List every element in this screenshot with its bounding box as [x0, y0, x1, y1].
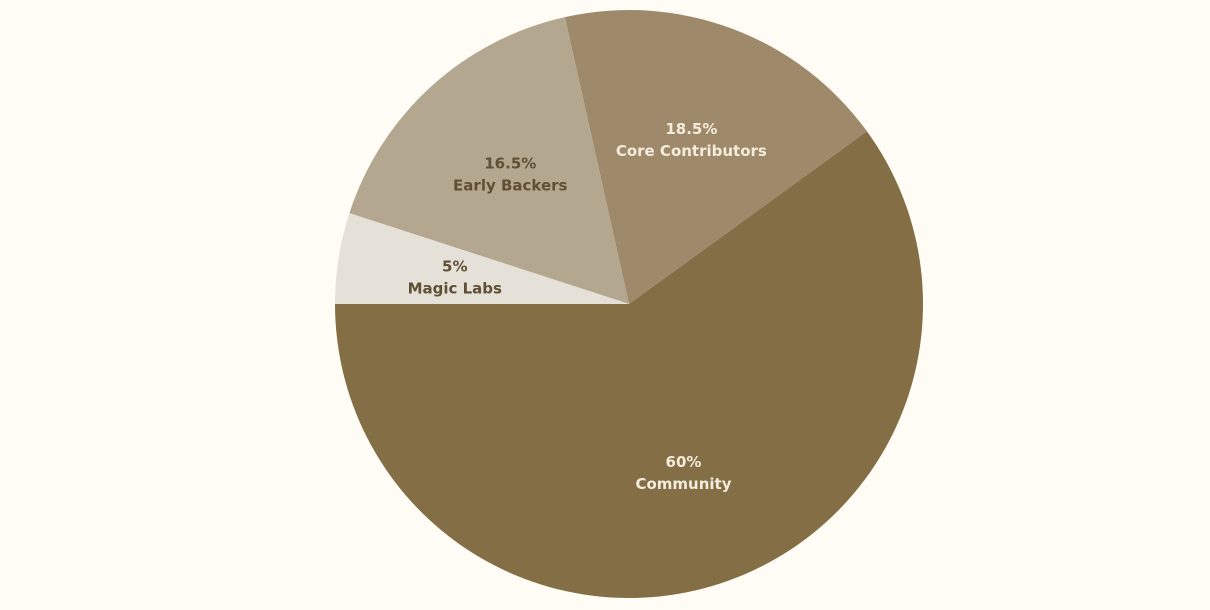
slice-percent-early-backers: 16.5% — [484, 155, 536, 173]
slice-percent-core-contributors: 18.5% — [665, 120, 717, 138]
slice-early-backers[interactable] — [349, 17, 629, 304]
slice-label-early-backers: Early Backers — [453, 177, 567, 195]
slice-label-core-contributors: Core Contributors — [616, 142, 767, 160]
slice-label-magic-labs: Magic Labs — [408, 279, 502, 297]
slice-magic-labs[interactable] — [335, 213, 629, 304]
slice-percent-community: 60% — [666, 453, 702, 471]
slice-percent-magic-labs: 5% — [442, 257, 467, 275]
slice-label-community: Community — [635, 475, 731, 493]
pie-labels: 60% Community 18.5% Core Contributors 16.5% E… — [408, 120, 767, 493]
pie-slices — [335, 9, 923, 599]
slice-community[interactable] — [335, 131, 923, 599]
slice-core-contributors[interactable] — [564, 9, 867, 305]
